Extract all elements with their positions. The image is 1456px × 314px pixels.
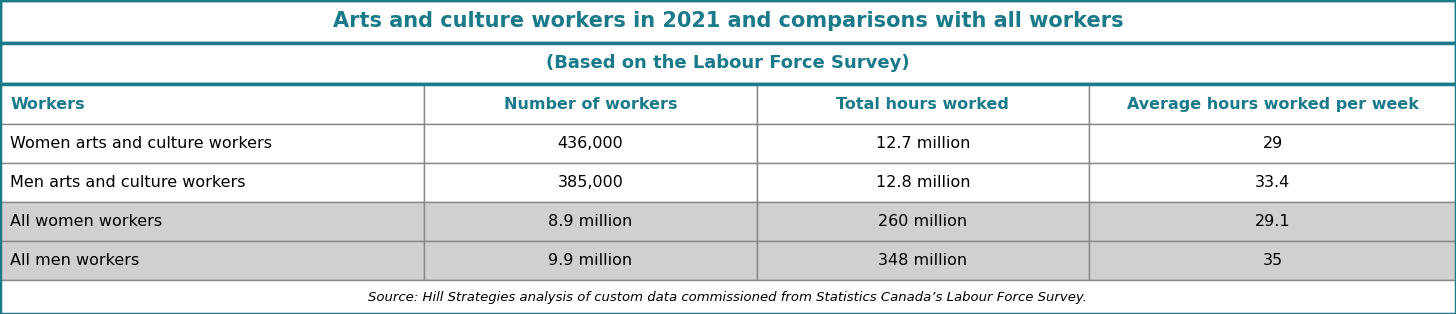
Bar: [0, 202, 424, 241]
Bar: [0, 84, 424, 124]
Text: All women workers: All women workers: [10, 214, 162, 229]
Text: 35: 35: [1262, 253, 1283, 268]
Bar: [0, 124, 424, 163]
Bar: [1089, 241, 1456, 280]
Text: All men workers: All men workers: [10, 253, 140, 268]
Bar: [757, 124, 1089, 163]
Bar: [757, 202, 1089, 241]
Text: 12.8 million: 12.8 million: [875, 175, 970, 190]
Text: Number of workers: Number of workers: [504, 97, 677, 112]
Text: 260 million: 260 million: [878, 214, 967, 229]
Text: Men arts and culture workers: Men arts and culture workers: [10, 175, 246, 190]
Text: (Based on the Labour Force Survey): (Based on the Labour Force Survey): [546, 54, 910, 73]
Text: Women arts and culture workers: Women arts and culture workers: [10, 136, 272, 151]
Bar: [1089, 124, 1456, 163]
Bar: [424, 124, 757, 163]
Bar: [0, 241, 424, 280]
Text: 12.7 million: 12.7 million: [875, 136, 970, 151]
Text: Total hours worked: Total hours worked: [836, 97, 1009, 112]
Text: Source: Hill Strategies analysis of custom data commissioned from Statistics Can: Source: Hill Strategies analysis of cust…: [368, 291, 1088, 304]
Bar: [0, 43, 1456, 84]
Text: Workers: Workers: [10, 97, 84, 112]
Text: 436,000: 436,000: [558, 136, 623, 151]
Bar: [424, 241, 757, 280]
Text: 33.4: 33.4: [1255, 175, 1290, 190]
Text: 9.9 million: 9.9 million: [549, 253, 632, 268]
Bar: [0, 0, 1456, 43]
Bar: [0, 163, 424, 202]
Bar: [1089, 163, 1456, 202]
Bar: [1089, 84, 1456, 124]
Bar: [424, 163, 757, 202]
Bar: [1089, 202, 1456, 241]
Bar: [0, 280, 1456, 314]
Bar: [757, 84, 1089, 124]
Text: 29.1: 29.1: [1255, 214, 1290, 229]
Text: 348 million: 348 million: [878, 253, 967, 268]
Text: 29: 29: [1262, 136, 1283, 151]
Text: 8.9 million: 8.9 million: [549, 214, 632, 229]
Bar: [757, 163, 1089, 202]
Text: Arts and culture workers in 2021 and comparisons with all workers: Arts and culture workers in 2021 and com…: [332, 11, 1124, 31]
Bar: [424, 202, 757, 241]
Bar: [757, 241, 1089, 280]
Bar: [424, 84, 757, 124]
Text: Average hours worked per week: Average hours worked per week: [1127, 97, 1418, 112]
Text: 385,000: 385,000: [558, 175, 623, 190]
